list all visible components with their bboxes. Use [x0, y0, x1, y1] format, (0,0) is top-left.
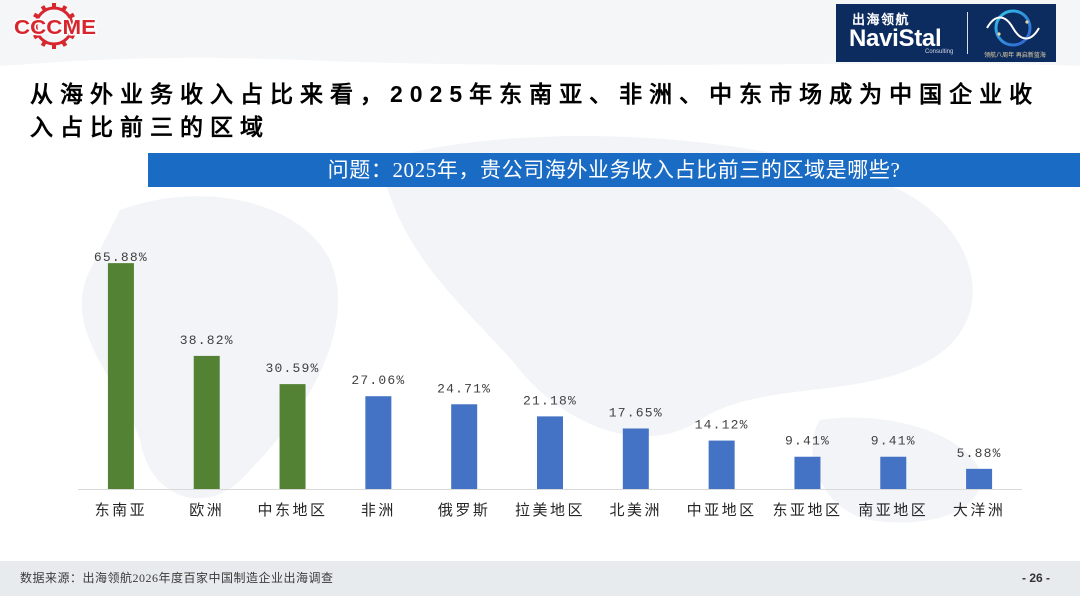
- category-label: 东南亚: [95, 502, 148, 519]
- category-label: 拉美地区: [515, 502, 585, 519]
- bar-value-number: 27.06: [351, 373, 396, 388]
- emblem-dot: [1025, 20, 1029, 24]
- gear-tooth: [61, 5, 68, 11]
- gear-ring: [34, 6, 74, 46]
- chart-bar: [966, 468, 993, 489]
- gear-tooth: [69, 12, 75, 19]
- bar-value-number: 17.65: [609, 405, 654, 420]
- category-label: 中亚地区: [687, 502, 757, 519]
- anniversary-emblem-icon: [986, 9, 1040, 47]
- bar-value-unit: %: [740, 417, 749, 432]
- bar-value-label: 30.59%: [266, 361, 320, 376]
- footer: 数据来源：出海领航2026年度百家中国制造企业出海调查 - 26 -: [0, 561, 1080, 596]
- bar-value-label: 17.65%: [609, 405, 663, 420]
- bar-value-unit: %: [654, 405, 663, 420]
- emblem-wave: [986, 16, 1040, 40]
- bar-value-label: 14.12%: [695, 417, 749, 432]
- slide-title-line: 入占比前三的区域: [30, 114, 270, 140]
- chart-bar: [708, 440, 735, 489]
- category-label: 大洋洲: [953, 502, 1006, 519]
- bar-value-label: 5.88%: [957, 445, 1002, 460]
- question-text: 问题：2025年，贵公司海外业务收入占比前三的区域是哪些?: [327, 158, 901, 182]
- gear-tooth: [40, 5, 47, 11]
- bar-value-unit: %: [225, 332, 234, 347]
- question-banner: 问题：2025年，贵公司海外业务收入占比前三的区域是哪些?: [148, 153, 1080, 187]
- chart-bar: [880, 456, 907, 489]
- gear-tooth: [40, 41, 47, 47]
- bar-value-unit: %: [821, 433, 830, 448]
- category-label: 非洲: [361, 502, 396, 519]
- bar-value-unit: %: [993, 445, 1002, 460]
- gear-tooth: [61, 41, 68, 47]
- chart-bar: [622, 428, 649, 489]
- gear-icon: [31, 3, 77, 49]
- category-label: 中东地区: [258, 502, 328, 519]
- brand-name: NaviStal: [849, 25, 942, 52]
- chart-bar: [451, 404, 478, 489]
- bar-value-number: 9.41: [785, 433, 821, 448]
- chart-bar: [794, 456, 821, 489]
- category-label: 欧洲: [189, 502, 224, 519]
- emblem-ring: [994, 9, 1032, 47]
- gear-tooth: [69, 33, 75, 40]
- brand-subtitle: Consulting: [925, 49, 954, 55]
- page-number: - 26 -: [1021, 571, 1050, 585]
- bar-value-number: 9.41: [871, 433, 907, 448]
- gear-tooth: [31, 24, 35, 28]
- navistal-brand-box: 出海领航 NaviStal Consulting 领航八周年 再启新蓝海: [836, 4, 1056, 62]
- slide-title-line: 从海外业务收入占比来看，2025年东南亚、非洲、中东市场成为中国企业收: [30, 81, 1040, 107]
- bar-value-number: 65.88: [94, 250, 139, 265]
- bar-value-label: 27.06%: [351, 373, 405, 388]
- emblem-dot: [997, 32, 1001, 36]
- gear-tooth: [52, 45, 56, 49]
- bar-value-unit: %: [907, 433, 916, 448]
- logo-text: CCCME: [14, 17, 96, 39]
- map-landmass: [81, 196, 339, 499]
- chart-bar: [107, 263, 134, 489]
- chart-bar: [537, 416, 563, 489]
- bar-value-label: 38.82%: [180, 332, 234, 347]
- bar-value-unit: %: [482, 381, 491, 396]
- bar-value-number: 5.88: [957, 445, 993, 460]
- bar-value-label: 9.41%: [785, 433, 830, 448]
- bar-value-label: 24.71%: [437, 381, 491, 396]
- bar-value-unit: %: [311, 361, 320, 376]
- chart-bar: [365, 396, 392, 489]
- data-source: 数据来源：出海领航2026年度百家中国制造企业出海调查: [20, 571, 334, 585]
- bar-value-label: 65.88%: [94, 250, 148, 265]
- slide-title: 从海外业务收入占比来看，2025年东南亚、非洲、中东市场成为中国企业收 入占比前…: [30, 78, 1039, 144]
- category-label: 北美洲: [610, 502, 663, 519]
- gear-tooth: [52, 3, 56, 7]
- chart-bar: [193, 355, 220, 489]
- map-landmass: [0, 0, 1080, 66]
- bar-value-number: 24.71: [437, 381, 482, 396]
- bar-value-number: 21.18: [523, 393, 568, 408]
- chart-bar: [279, 384, 306, 489]
- bar-value-number: 30.59: [266, 361, 311, 376]
- bar-value-unit: %: [568, 393, 577, 408]
- bar-chart: 65.88% 东南亚 38.82% 欧洲 30.59% 中东地区 27.06% 非洲 24.71…: [78, 250, 1022, 519]
- category-label: 东亚地区: [772, 502, 842, 519]
- bar-value-label: 9.41%: [871, 433, 916, 448]
- gear-tooth: [33, 12, 39, 19]
- gear-tooth: [73, 24, 77, 28]
- category-label: 南亚地区: [858, 502, 928, 519]
- bar-value-unit: %: [139, 250, 148, 265]
- anniversary-slogan: 领航八周年 再启新蓝海: [984, 53, 1046, 59]
- bar-value-number: 38.82: [180, 332, 225, 347]
- bar-value-unit: %: [396, 373, 405, 388]
- bar-value-label: 21.18%: [523, 393, 577, 408]
- cccme-logo: CCCME: [12, 3, 98, 49]
- cccme-logo-graphic: CCCME: [13, 3, 98, 49]
- category-label: 俄罗斯: [438, 502, 491, 519]
- gear-tooth: [33, 33, 39, 40]
- brand-chinese-name: 出海领航: [852, 12, 911, 27]
- bar-value-number: 14.12: [695, 417, 740, 432]
- map-landmass: [380, 136, 973, 437]
- brand-divider: [967, 12, 968, 54]
